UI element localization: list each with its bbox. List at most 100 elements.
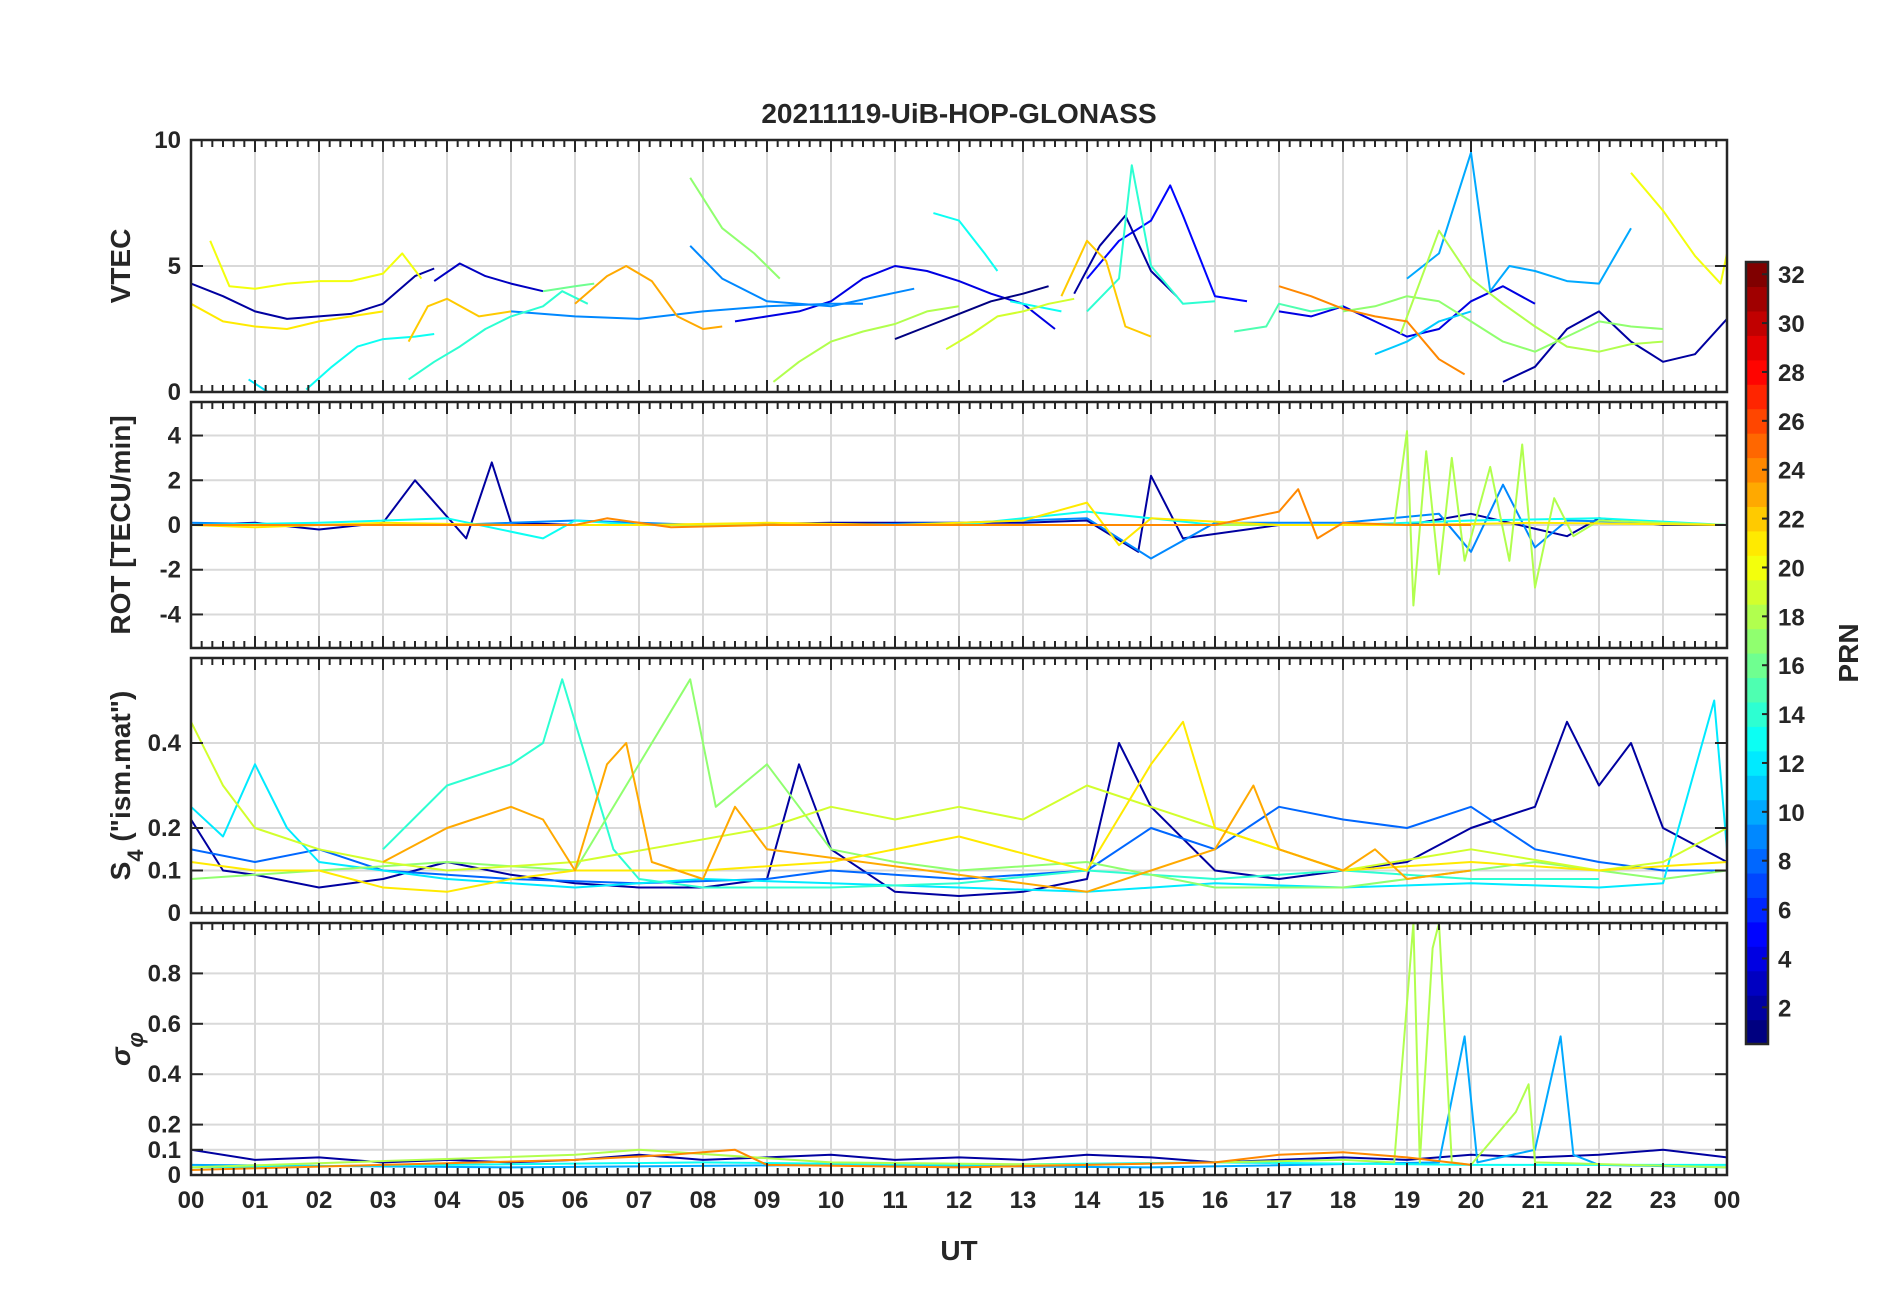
colorbar-swatch [1746, 579, 1768, 605]
grid-vtec [191, 140, 1727, 392]
series-line-vtec-prn9-9 [689, 245, 915, 308]
colorbar-swatch [1746, 433, 1768, 459]
axes-frame-vtec [189, 138, 1729, 394]
series-line-s4-prn14-3 [382, 678, 1599, 889]
panel-vtec: 0 5 10 VTEC [105, 127, 1729, 406]
series-line-vtec-prn22-29 [1060, 239, 1152, 338]
colorbar-swatch [1746, 506, 1768, 532]
colorbar-tick-label: 24 [1778, 458, 1805, 485]
y-tick-label-s4: 0 [168, 900, 181, 927]
y-axis-label-s4: S4 ("ism.mat") [105, 691, 148, 881]
series-line-vtec-prn17-21 [1342, 295, 1664, 353]
y-tick-label-rot: 0 [168, 512, 181, 539]
y-tick-label-sigma: 0.4 [148, 1061, 182, 1088]
series-line-vtec-prn22-28 [407, 297, 512, 343]
colorbar-tick-label: 4 [1778, 946, 1792, 973]
x-tick-label: 07 [626, 1187, 653, 1214]
series-line-vtec-prn21-27 [191, 302, 384, 330]
colorbar-tick-label: 2 [1778, 995, 1791, 1022]
series-line-vtec-prn17-20 [689, 177, 781, 280]
colorbar-swatch [1746, 995, 1768, 1021]
y-tick-label-vtec: 10 [154, 127, 181, 154]
series-line-vtec-prn10-10 [1406, 151, 1632, 293]
series-line-vtec-prn4-7 [1278, 285, 1536, 338]
x-tick-label: 22 [1586, 1187, 1613, 1214]
colorbar-swatch [1746, 530, 1768, 556]
panel-s4: 0 0.1 0.2 0.4S4 ("ism.mat") [105, 656, 1729, 927]
colorbar-swatch [1746, 359, 1768, 385]
colorbar-tick-label: 28 [1778, 360, 1805, 387]
colorbar-swatch [1746, 628, 1768, 654]
colorbar-swatch [1746, 457, 1768, 483]
y-tick-label-s4: 0.4 [148, 730, 182, 757]
series-line-vtec-prn2-0 [191, 267, 435, 320]
series-line-vtec-prn13-14 [933, 212, 999, 272]
y-tick-label-sigma: 0.2 [148, 1112, 181, 1139]
colorbar-swatch [1746, 604, 1768, 630]
colorbar-frame [1744, 260, 1770, 1046]
series-line-vtec-prn2-6 [1502, 310, 1727, 383]
series-line-vtec-prn3-1 [433, 262, 544, 293]
colorbar-swatch [1746, 701, 1768, 727]
colorbar-swatch [1746, 872, 1768, 898]
series-line-vtec-prn13-13 [305, 333, 435, 391]
y-tick-label-rot: 4 [168, 423, 182, 450]
y-tick-label-sigma: 0 [168, 1162, 181, 1189]
colorbar-tick-label: 18 [1778, 604, 1805, 631]
y-tick-label-sigma: 0.1 [148, 1137, 181, 1164]
x-tick-label: 00 [178, 1187, 205, 1214]
colorbar-swatch [1746, 726, 1768, 752]
series-line-vtec-prn14-16 [408, 290, 589, 381]
colorbar-swatch [1746, 408, 1768, 434]
series-line-rot-prn21-4 [191, 501, 1727, 547]
series-line-vtec-prn18-22 [772, 305, 960, 383]
y-tick-label-vtec: 0 [168, 379, 181, 406]
colorbar-label: PRN [1833, 623, 1864, 682]
colorbar-swatch [1746, 384, 1768, 410]
series-line-s4-prn21-6 [191, 720, 1727, 893]
colorbar-swatch [1746, 970, 1768, 996]
series-line-s4-prn8-1 [191, 805, 1727, 885]
series-line-vtec-prn18-23 [1399, 229, 1664, 353]
colorbar-tick-label: 14 [1778, 702, 1805, 729]
series-line-s4-prn12-2 [191, 699, 1727, 893]
x-tick-label: 17 [1266, 1187, 1293, 1214]
series-line-vtec-prn9-8 [510, 302, 863, 320]
panel-rot: -4 -2 0 2 4 ROT [TECU/min] [105, 400, 1729, 650]
colorbar-swatch [1746, 262, 1768, 288]
panel-sigma: 00.10.2 0.4 0.6 0.8 σφ 00 01 02 03 04 05 06 07 08 09 10… [105, 921, 1740, 1214]
y-tick-label-vtec: 5 [168, 253, 181, 280]
colorbar-tick-label: 6 [1778, 898, 1791, 925]
series-line-vtec-prn4-2 [734, 265, 1056, 330]
y-axis-label-rot: ROT [TECU/min] [105, 415, 136, 634]
series-line-vtec-prn20-25 [209, 240, 423, 290]
colorbar-swatch [1746, 481, 1768, 507]
colorbar-tick-label: 30 [1778, 311, 1805, 338]
series-line-s4-prn19-5 [191, 721, 1727, 872]
x-tick-label: 01 [242, 1187, 269, 1214]
series-group-rot [191, 430, 1727, 607]
x-tick-label: 21 [1522, 1187, 1549, 1214]
x-tick-label: 09 [754, 1187, 781, 1214]
x-axis-label: UT [940, 1235, 977, 1266]
x-tick-label: 14 [1074, 1187, 1101, 1214]
x-tick-label: 06 [562, 1187, 589, 1214]
series-line-rot-prn24-5 [191, 488, 1471, 540]
series-line-vtec-prn23-30 [574, 265, 723, 330]
colorbar-tick-label: 26 [1778, 409, 1805, 436]
series-line-vtec-prn12-12 [248, 378, 269, 392]
y-tick-label-rot: -4 [160, 601, 182, 628]
x-tick-label: 02 [306, 1187, 333, 1214]
y-tick-label-s4: 0.2 [148, 815, 181, 842]
y-tick-label-sigma: 0.6 [148, 1011, 181, 1038]
axes-frame-s4 [189, 656, 1729, 915]
x-tick-label: 10 [818, 1187, 845, 1214]
colorbar-tick-label: 12 [1778, 751, 1805, 778]
x-tick-label: 12 [946, 1187, 973, 1214]
series-line-vtec-prn20-26 [1630, 172, 1727, 285]
series-line-vtec-prn1-3 [894, 285, 1049, 341]
